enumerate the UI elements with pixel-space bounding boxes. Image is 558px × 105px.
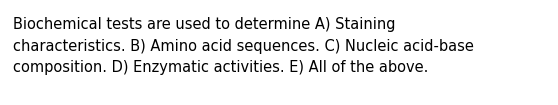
Text: Biochemical tests are used to determine A) Staining
characteristics. B) Amino ac: Biochemical tests are used to determine … (13, 17, 474, 75)
